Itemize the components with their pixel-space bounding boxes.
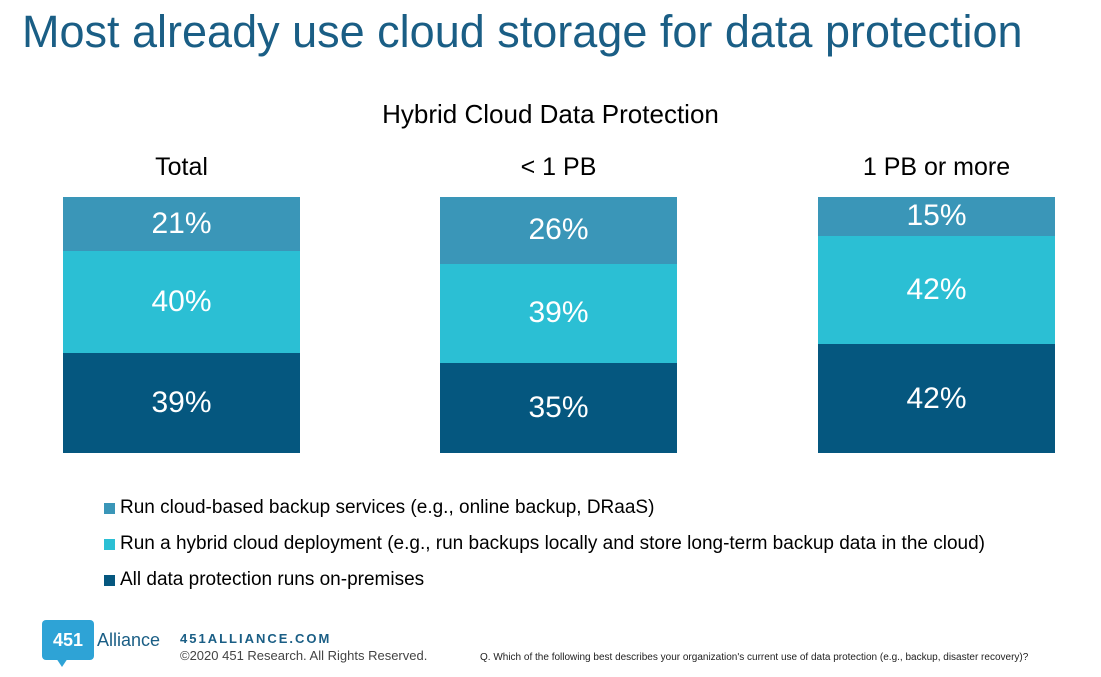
legend-label: Run a hybrid cloud deployment (e.g., run… <box>120 533 985 554</box>
legend-item: All data protection runs on-premises <box>104 562 985 598</box>
legend-label: Run cloud-based backup services (e.g., o… <box>120 497 655 518</box>
bar-segment: 42% <box>818 235 1055 345</box>
category-label: < 1 PB <box>520 153 597 181</box>
category-label: 1 PB or more <box>862 153 1011 181</box>
footer-url-link[interactable]: 451ALLIANCE.COM <box>180 631 332 646</box>
data-label: 15% <box>906 199 967 233</box>
bar-segment: 40% <box>63 250 300 354</box>
stacked-bar: 39% 40% 21% <box>63 197 300 453</box>
bar-segment: 42% <box>818 344 1055 453</box>
bar-segment: 35% <box>440 363 677 453</box>
data-label: 42% <box>906 381 967 415</box>
data-label: 42% <box>906 273 967 307</box>
page-title: Most already use cloud storage for data … <box>22 6 1023 57</box>
logo-number: 451 <box>52 629 84 650</box>
data-label: 39% <box>528 296 589 330</box>
legend-label: All data protection runs on-premises <box>120 569 425 590</box>
legend-item: Run a hybrid cloud deployment (e.g., run… <box>104 526 985 562</box>
speech-bubble-tail <box>56 658 68 667</box>
footer-survey-question: Q. Which of the following best describes… <box>480 652 1029 663</box>
legend-swatch <box>104 574 115 586</box>
data-label: 40% <box>151 284 212 318</box>
speech-bubble-icon: 451 <box>42 620 94 660</box>
bar-segment: 15% <box>818 197 1055 236</box>
451-alliance-logo[interactable]: 451 Alliance <box>42 620 168 667</box>
chart-legend: Run cloud-based backup services (e.g., o… <box>104 490 985 598</box>
stacked-bar: 35% 39% 26% <box>440 197 677 453</box>
chart-title: Hybrid Cloud Data Protection <box>382 99 719 129</box>
category-label: Total <box>155 153 208 181</box>
footer-copyright: ©2020 451 Research. All Rights Reserved. <box>180 648 428 663</box>
data-label: 39% <box>151 386 212 420</box>
stacked-bar: 42% 42% 15% <box>818 197 1055 453</box>
legend-swatch <box>104 502 115 514</box>
data-label: 35% <box>528 391 589 425</box>
bar-segment: 26% <box>440 197 677 264</box>
logo-text: Alliance <box>97 630 161 650</box>
legend-item: Run cloud-based backup services (e.g., o… <box>104 490 985 526</box>
data-label: 26% <box>528 213 589 247</box>
legend-swatch <box>104 538 115 550</box>
bar-segment: 21% <box>63 197 300 251</box>
bar-segment: 39% <box>440 263 677 364</box>
data-label: 21% <box>151 206 212 240</box>
bar-segment: 39% <box>63 353 300 453</box>
